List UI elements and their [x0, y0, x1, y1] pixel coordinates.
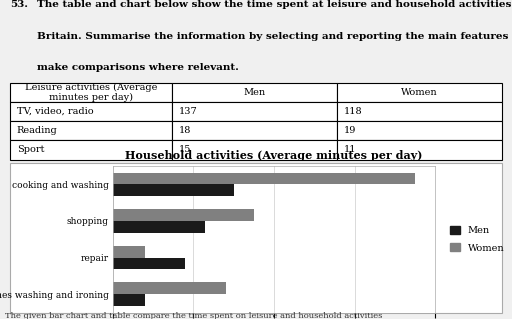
Bar [113, 184, 233, 196]
Bar [113, 221, 205, 233]
Text: The given bar chart and table compare the time spent on leisure and household ac: The given bar chart and table compare th… [5, 312, 382, 319]
Bar [113, 173, 415, 184]
Text: make comparisons where relevant.: make comparisons where relevant. [37, 63, 239, 72]
Title: Household activities (Average minutes per day): Household activities (Average minutes pe… [125, 150, 422, 161]
Bar [113, 283, 225, 294]
Text: The table and chart below show the time spent at leisure and household activitie: The table and chart below show the time … [37, 0, 512, 9]
Text: Britain. Summarise the information by selecting and reporting the main features : Britain. Summarise the information by se… [37, 32, 512, 41]
Bar [113, 209, 254, 221]
Bar [113, 246, 145, 257]
Legend: Men, Women: Men, Women [446, 222, 508, 256]
Text: 53.: 53. [10, 0, 28, 9]
Bar [113, 257, 185, 269]
Bar [113, 294, 145, 306]
